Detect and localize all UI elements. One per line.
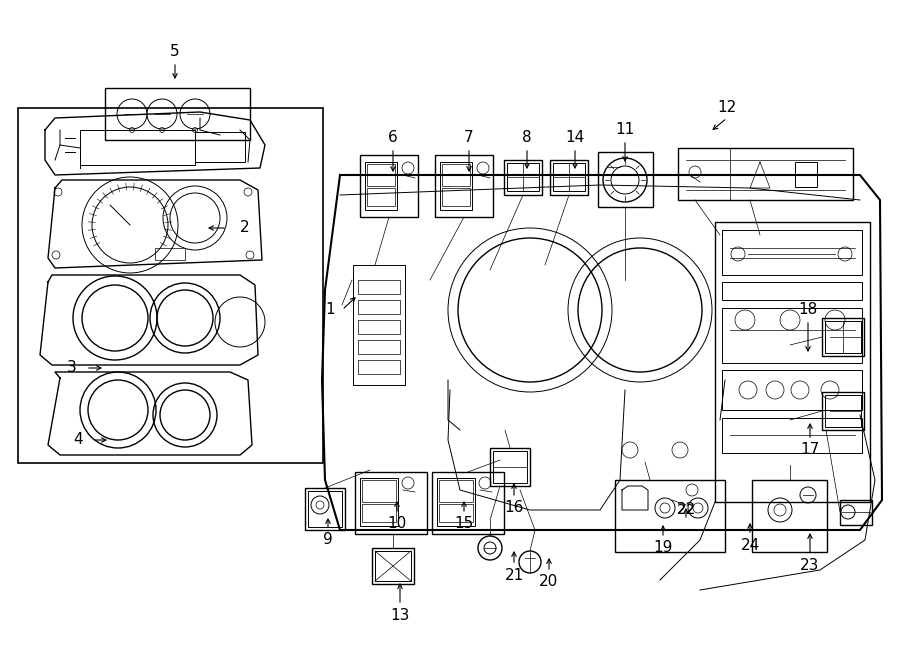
Bar xyxy=(722,370,862,410)
Bar xyxy=(105,88,250,140)
Bar xyxy=(439,504,473,522)
Text: 17: 17 xyxy=(800,442,820,457)
Text: 16: 16 xyxy=(504,500,524,516)
Bar xyxy=(795,162,817,187)
Bar xyxy=(80,130,195,165)
Text: 7: 7 xyxy=(464,130,473,145)
Bar xyxy=(195,132,245,162)
Text: 11: 11 xyxy=(616,122,634,137)
Text: 18: 18 xyxy=(798,303,817,317)
Text: 8: 8 xyxy=(522,130,532,145)
Text: 14: 14 xyxy=(565,130,585,145)
Bar xyxy=(825,395,861,427)
Bar xyxy=(367,164,395,186)
Text: 21: 21 xyxy=(504,568,524,582)
Bar xyxy=(722,282,862,300)
Bar xyxy=(752,480,827,552)
Text: 5: 5 xyxy=(170,44,180,59)
Bar xyxy=(822,318,864,356)
Bar xyxy=(155,248,185,260)
Bar xyxy=(493,451,527,483)
Bar xyxy=(440,162,472,210)
Text: 13: 13 xyxy=(391,607,410,623)
Text: 23: 23 xyxy=(800,557,820,572)
Bar xyxy=(358,300,400,314)
Bar xyxy=(18,108,323,463)
Bar xyxy=(432,472,504,534)
Bar xyxy=(362,504,396,522)
Bar xyxy=(358,280,400,294)
Bar xyxy=(365,162,397,210)
Bar xyxy=(825,321,861,353)
Text: 15: 15 xyxy=(454,516,473,531)
Bar xyxy=(550,160,588,195)
Text: 9: 9 xyxy=(323,533,333,547)
Text: 22: 22 xyxy=(677,503,695,517)
Bar xyxy=(358,340,400,354)
Bar xyxy=(358,360,400,374)
Bar xyxy=(437,478,475,526)
Text: 1: 1 xyxy=(325,303,335,317)
Bar xyxy=(678,148,853,200)
Bar xyxy=(553,163,585,191)
Bar xyxy=(305,488,345,530)
Bar xyxy=(442,164,470,186)
Text: 20: 20 xyxy=(539,574,559,590)
Bar xyxy=(372,548,414,584)
Text: 24: 24 xyxy=(741,537,760,553)
Bar xyxy=(715,222,870,502)
Text: 12: 12 xyxy=(717,100,736,116)
Bar xyxy=(504,160,542,195)
Bar xyxy=(355,472,427,534)
Bar xyxy=(439,480,473,502)
Bar xyxy=(367,188,395,206)
Bar xyxy=(308,491,342,527)
Bar xyxy=(507,163,539,191)
Bar xyxy=(358,320,400,334)
Bar xyxy=(435,155,493,217)
Bar xyxy=(722,418,862,453)
Bar xyxy=(442,188,470,206)
Bar xyxy=(722,230,862,275)
Bar xyxy=(375,551,411,581)
Bar xyxy=(822,392,864,430)
Bar xyxy=(360,478,398,526)
Bar xyxy=(362,480,396,502)
Bar xyxy=(353,265,405,385)
Text: 3: 3 xyxy=(68,360,76,375)
Text: 2: 2 xyxy=(240,221,250,235)
Bar xyxy=(722,308,862,363)
Bar xyxy=(615,480,725,552)
Text: 10: 10 xyxy=(387,516,407,531)
Text: 4: 4 xyxy=(73,432,83,447)
Bar xyxy=(490,448,530,486)
Text: 19: 19 xyxy=(653,541,672,555)
Bar xyxy=(360,155,418,217)
Text: 6: 6 xyxy=(388,130,398,145)
Text: 22: 22 xyxy=(677,502,696,518)
Bar xyxy=(598,152,653,207)
Bar xyxy=(840,500,872,525)
